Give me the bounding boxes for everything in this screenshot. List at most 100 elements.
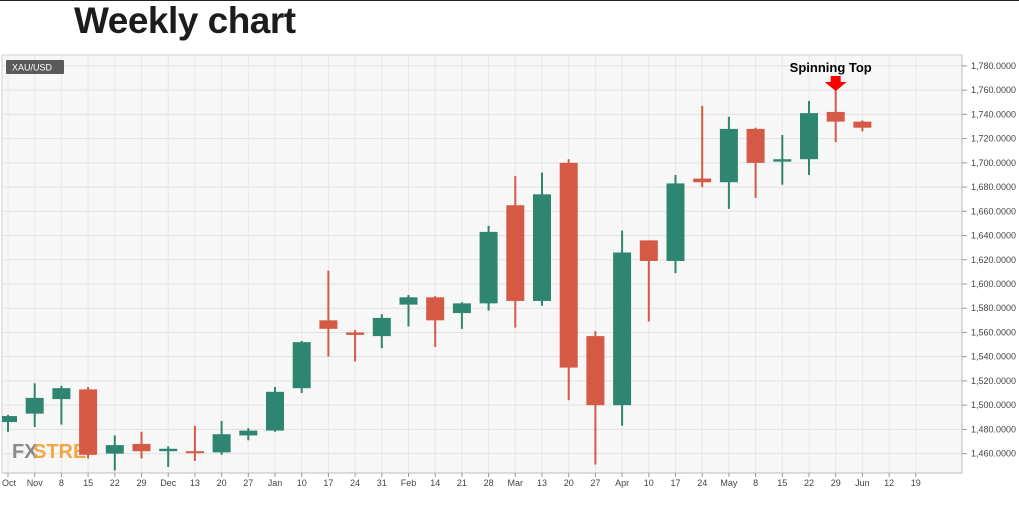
candle-body: [185, 451, 204, 454]
candle-body: [773, 159, 792, 162]
candle-body: [639, 240, 658, 261]
candle-body: [800, 113, 818, 160]
x-axis: Oct Nov 8 15 22 29 Dec 13 20 27 Jan 10 17 24 31 Feb 14 21…: [2, 472, 962, 488]
candle: [79, 386, 98, 459]
x-tick-label: 17: [323, 478, 333, 488]
candle-body: [2, 416, 17, 423]
candle-body: [452, 303, 471, 314]
candle: [693, 105, 712, 188]
y-tick-label: 1,560.0000: [971, 327, 1016, 337]
y-tick-label: 1,740.0000: [971, 109, 1016, 119]
symbol-label: XAU/USD: [12, 63, 53, 73]
candle-body: [346, 332, 365, 335]
symbol-badge[interactable]: XAU/USD: [6, 60, 64, 74]
top-rule: [0, 0, 1019, 1]
candle: [533, 172, 551, 306]
x-tick-label: 28: [484, 478, 494, 488]
candle-body: [212, 434, 231, 453]
x-tick-label: 29: [831, 478, 841, 488]
candle: [773, 134, 792, 185]
y-tick-label: 1,540.0000: [971, 352, 1016, 362]
x-tick-label: 19: [911, 478, 921, 488]
candle: [639, 240, 658, 322]
y-tick-label: 1,660.0000: [971, 206, 1016, 216]
candle-body: [105, 445, 124, 454]
candle: [266, 386, 284, 432]
y-tick-label: 1,480.0000: [971, 424, 1016, 434]
candle-body: [666, 183, 685, 261]
candle-body: [52, 388, 71, 400]
candle-body: [719, 128, 738, 183]
candle: [105, 435, 124, 471]
x-tick-label: Apr: [615, 478, 629, 488]
y-tick-label: 1,760.0000: [971, 85, 1016, 95]
candle: [2, 414, 17, 432]
candle: [800, 101, 818, 175]
candle: [132, 431, 151, 459]
candle: [426, 296, 445, 347]
y-tick-label: 1,520.0000: [971, 376, 1016, 386]
candle: [372, 314, 391, 349]
candle: [25, 383, 44, 427]
candle: [479, 225, 498, 311]
x-tick-label: Feb: [401, 478, 417, 488]
y-tick-label: 1,700.0000: [971, 158, 1016, 168]
y-tick-label: 1,460.0000: [971, 449, 1016, 459]
symbol-badge-bg: [6, 60, 64, 74]
y-tick-label: 1,600.0000: [971, 279, 1016, 289]
candle-body: [479, 231, 498, 304]
grid: [2, 55, 962, 473]
candle-body: [506, 205, 525, 301]
x-tick-label: 10: [297, 478, 307, 488]
candle-body: [266, 391, 284, 431]
candle-body: [79, 389, 98, 455]
x-tick-label: 8: [753, 478, 758, 488]
candle: [746, 127, 765, 198]
candle-body: [826, 111, 845, 122]
y-tick-label: 1,720.0000: [971, 134, 1016, 144]
candle-body: [746, 128, 765, 163]
candle-body: [586, 336, 605, 406]
candles: [2, 84, 872, 471]
candle: [586, 331, 605, 465]
x-tick-label: Jun: [855, 478, 870, 488]
x-tick-label: 12: [884, 478, 894, 488]
x-tick-label: Oct: [2, 478, 17, 488]
y-tick-label: 1,500.0000: [971, 400, 1016, 410]
x-tick-label: 15: [83, 478, 93, 488]
watermark-stre: STRE: [33, 441, 86, 463]
candle-body: [372, 317, 391, 337]
candle: [346, 330, 365, 362]
x-tick-label: 29: [136, 478, 146, 488]
y-tick-label: 1,580.0000: [971, 303, 1016, 313]
candle-body: [533, 194, 551, 301]
annotation-label: Spinning Top: [790, 60, 872, 75]
watermark: FX STRE: [12, 441, 86, 463]
y-tick-label: 1,780.0000: [971, 61, 1016, 71]
watermark-fx: FX: [12, 441, 38, 463]
candle: [52, 385, 71, 425]
x-tick-label: Jan: [268, 478, 283, 488]
y-tick-label: 1,680.0000: [971, 182, 1016, 192]
candle-body: [292, 342, 311, 389]
candle: [452, 302, 471, 329]
x-tick-label: Mar: [508, 478, 524, 488]
page-title: Weekly chart: [74, 0, 296, 41]
x-tick-label: 27: [243, 478, 253, 488]
candle: [159, 446, 178, 467]
x-tick-label: May: [720, 478, 738, 488]
x-tick-label: 13: [190, 478, 200, 488]
annotation-arrow-icon: [824, 76, 847, 91]
candle-body: [853, 121, 872, 128]
x-tick-label: 20: [217, 478, 227, 488]
candle-body: [159, 448, 178, 452]
x-tick-label: 20: [564, 478, 574, 488]
candle-body: [132, 443, 151, 452]
candle: [826, 84, 845, 143]
candle-body: [25, 397, 44, 414]
x-tick-label: 22: [110, 478, 120, 488]
x-tick-label: 17: [670, 478, 680, 488]
x-tick-label: Nov: [27, 478, 44, 488]
x-tick-label: 8: [59, 478, 64, 488]
